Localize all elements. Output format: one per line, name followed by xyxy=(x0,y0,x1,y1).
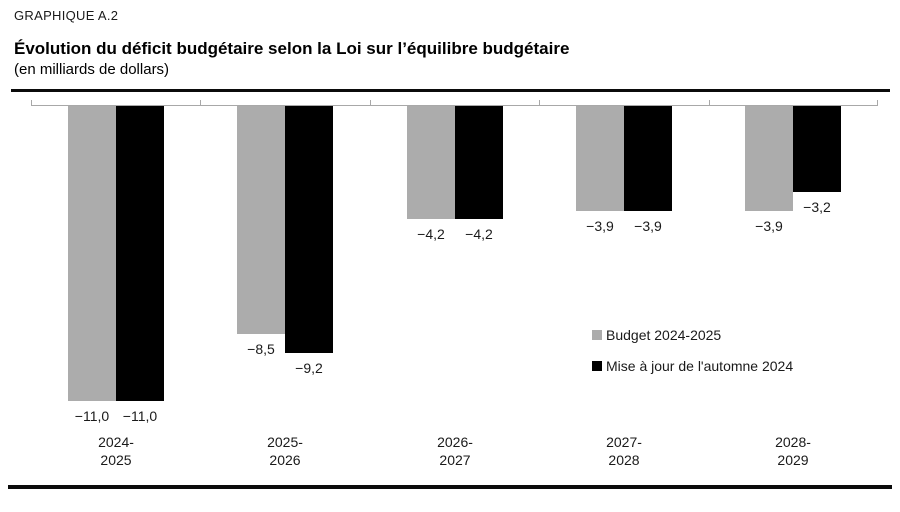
bar-value-label: −9,2 xyxy=(295,360,323,376)
legend-item-budget: Budget 2024-2025 xyxy=(592,327,793,343)
category-label: 2028- 2029 xyxy=(775,434,811,468)
bar-2024-2025-series0 xyxy=(68,106,116,401)
category-label: 2027- 2028 xyxy=(606,434,642,468)
chart-legend: Budget 2024-2025 Mise à jour de l'automn… xyxy=(592,327,793,389)
bar-2025-2026-series0 xyxy=(237,106,285,334)
bar-2027-2028-series0 xyxy=(576,106,624,211)
bar-value-label: −8,5 xyxy=(247,341,275,357)
axis-tick xyxy=(370,100,371,106)
plot-area: −11,0 −11,0 2024- 2025 −8,5 −9,2 2025- 2026 −4,2… xyxy=(31,100,878,480)
legend-marker-black xyxy=(592,361,602,371)
bar-2028-2029-series0 xyxy=(745,106,793,211)
bar-value-label: −11,0 xyxy=(74,408,110,424)
axis-tick xyxy=(31,100,32,106)
axis-tick xyxy=(539,100,540,106)
bar-value-label: −11,0 xyxy=(122,408,158,424)
zero-axis-line xyxy=(31,105,878,106)
figure-kicker: GRAPHIQUE A.2 xyxy=(14,8,119,23)
legend-item-mise-a-jour: Mise à jour de l'automne 2024 xyxy=(592,358,793,374)
legend-marker-gray xyxy=(592,330,602,340)
figure-title: Évolution du déficit budgétaire selon la… xyxy=(14,39,570,58)
bar-value-label: −3,9 xyxy=(586,218,614,234)
bar-2024-2025-series1 xyxy=(116,106,164,401)
axis-tick xyxy=(877,100,878,106)
bottom-rule xyxy=(8,485,892,489)
bar-2027-2028-series1 xyxy=(624,106,672,211)
category-label: 2024- 2025 xyxy=(98,434,134,468)
bar-value-label: −4,2 xyxy=(465,226,493,242)
bar-value-label: −4,2 xyxy=(417,226,445,242)
top-rule xyxy=(11,89,890,92)
bar-value-label: −3,9 xyxy=(634,218,662,234)
axis-tick xyxy=(709,100,710,106)
bar-2026-2027-series1 xyxy=(455,106,503,219)
bar-value-label: −3,9 xyxy=(755,218,783,234)
legend-label: Budget 2024-2025 xyxy=(606,327,722,343)
bar-value-label: −3,2 xyxy=(803,199,831,215)
legend-label: Mise à jour de l'automne 2024 xyxy=(606,358,794,374)
bar-2028-2029-series1 xyxy=(793,106,841,192)
bar-2025-2026-series1 xyxy=(285,106,333,353)
figure-subtitle: (en milliards de dollars) xyxy=(14,61,170,78)
category-label: 2026- 2027 xyxy=(437,434,473,468)
axis-tick xyxy=(200,100,201,106)
category-label: 2025- 2026 xyxy=(267,434,303,468)
bar-2026-2027-series0 xyxy=(407,106,455,219)
